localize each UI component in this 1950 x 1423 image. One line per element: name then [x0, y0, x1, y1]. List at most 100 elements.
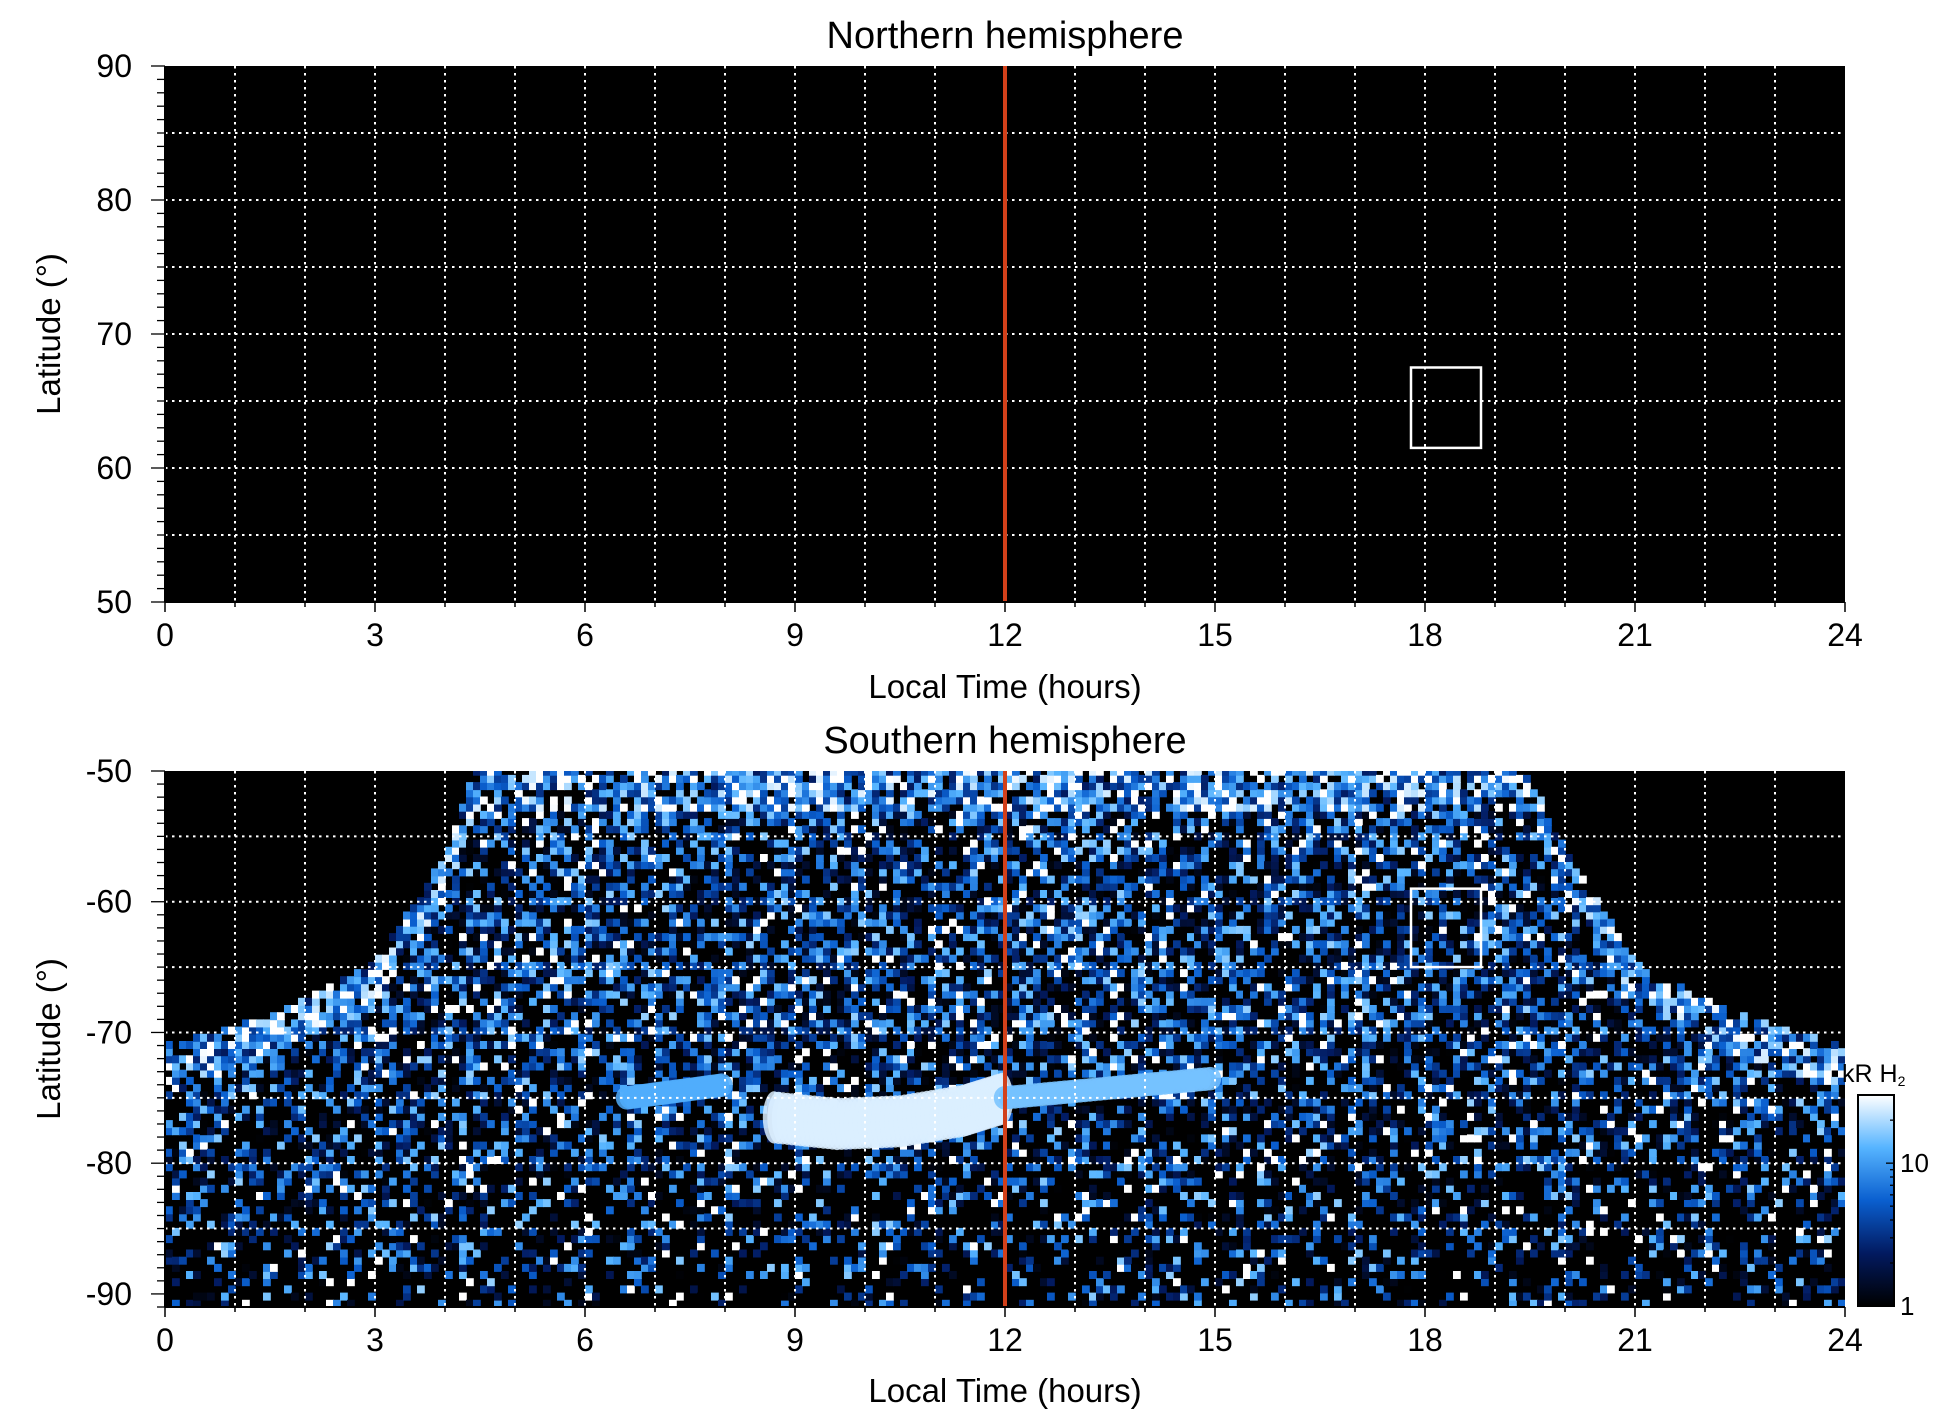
emission-cell: [977, 1163, 985, 1172]
emission-cell: [1012, 933, 1020, 942]
emission-cell: [1019, 1141, 1027, 1150]
emission-cell: [928, 890, 936, 898]
emission-cell: [165, 1048, 173, 1057]
emission-cell: [494, 911, 502, 920]
emission-cell: [683, 1098, 691, 1107]
emission-cell: [501, 782, 509, 791]
emission-cell: [781, 1292, 789, 1301]
emission-cell: [536, 1220, 544, 1229]
emission-cell: [886, 810, 894, 819]
emission-cell: [998, 1005, 1006, 1013]
emission-cell: [942, 771, 950, 776]
emission-cell: [592, 818, 600, 827]
emission-cell: [1117, 1105, 1125, 1114]
emission-cell: [221, 1213, 229, 1222]
emission-cell: [1180, 1019, 1188, 1028]
emission-cell: [466, 846, 474, 855]
emission-cell: [809, 1076, 817, 1085]
emission-cell: [1180, 861, 1188, 870]
emission-cell: [634, 1271, 642, 1279]
emission-cell: [1138, 1112, 1146, 1121]
emission-cell: [1061, 882, 1069, 891]
emission-cell: [1068, 1019, 1076, 1028]
emission-cell: [1096, 1170, 1104, 1179]
emission-cell: [340, 1170, 348, 1179]
emission-cell: [795, 832, 803, 841]
emission-cell: [816, 774, 824, 783]
emission-cell: [1089, 983, 1097, 992]
emission-cell: [613, 940, 621, 949]
emission-cell: [1033, 940, 1041, 949]
emission-cell: [984, 846, 992, 855]
emission-cell: [795, 1084, 803, 1093]
emission-cell: [795, 868, 803, 877]
emission-cell: [543, 940, 551, 949]
emission-cell: [697, 1292, 705, 1301]
emission-cell: [550, 1069, 558, 1078]
emission-cell: [256, 1112, 264, 1121]
emission-cell: [501, 868, 509, 877]
emission-cell: [942, 890, 950, 898]
emission-cell: [732, 789, 740, 798]
emission-cell: [844, 947, 852, 956]
emission-cell: [767, 771, 775, 776]
emission-cell: [263, 1242, 271, 1251]
emission-cell: [1012, 861, 1020, 870]
emission-cell: [634, 1156, 642, 1164]
emission-cell: [347, 1005, 355, 1013]
emission-cell: [921, 976, 929, 985]
emission-cell: [277, 1098, 285, 1107]
emission-cell: [424, 1271, 432, 1279]
emission-cell: [550, 1041, 558, 1049]
emission-cell: [1068, 825, 1076, 834]
emission-cell: [669, 1112, 677, 1121]
emission-cell: [270, 1271, 278, 1279]
emission-cell: [879, 1163, 887, 1172]
emission-cell: [984, 839, 992, 848]
emission-cell: [725, 1112, 733, 1121]
emission-cell: [697, 997, 705, 1006]
emission-cell: [529, 1055, 537, 1064]
emission-cell: [1019, 1249, 1027, 1258]
emission-cell: [1152, 832, 1160, 841]
emission-cell: [557, 904, 565, 913]
emission-cell: [1187, 904, 1195, 913]
emission-cell: [998, 782, 1006, 791]
emission-cell: [445, 990, 453, 999]
emission-cell: [634, 1005, 642, 1013]
emission-cell: [865, 771, 873, 776]
emission-cell: [886, 1076, 894, 1085]
emission-cell: [564, 803, 572, 812]
emission-cell: [515, 1105, 523, 1114]
emission-cell: [1033, 782, 1041, 791]
emission-cell: [1152, 1285, 1160, 1294]
emission-cell: [732, 1156, 740, 1164]
emission-cell: [445, 1271, 453, 1279]
emission-cell: [452, 1242, 460, 1251]
emission-cell: [774, 1170, 782, 1179]
emission-cell: [284, 1213, 292, 1222]
emission-cell: [1096, 911, 1104, 920]
emission-cell: [1005, 1120, 1013, 1129]
emission-cell: [830, 839, 838, 848]
emission-cell: [984, 925, 992, 934]
emission-cell: [872, 911, 880, 920]
emission-cell: [508, 846, 516, 855]
emission-cell: [620, 789, 628, 798]
emission-cell: [1166, 925, 1174, 934]
emission-cell: [424, 882, 432, 891]
emission-cell: [333, 997, 341, 1006]
emission-cell: [1082, 1213, 1090, 1222]
emission-cell: [1089, 904, 1097, 913]
emission-cell: [1040, 1220, 1048, 1229]
emission-cell: [725, 818, 733, 827]
emission-cell: [662, 969, 670, 978]
emission-cell: [711, 868, 719, 877]
emission-cell: [277, 1041, 285, 1049]
emission-cell: [1166, 969, 1174, 978]
emission-cell: [844, 1271, 852, 1279]
emission-cell: [613, 810, 621, 819]
emission-cell: [935, 997, 943, 1006]
emission-cell: [781, 954, 789, 963]
emission-cell: [1187, 846, 1195, 855]
